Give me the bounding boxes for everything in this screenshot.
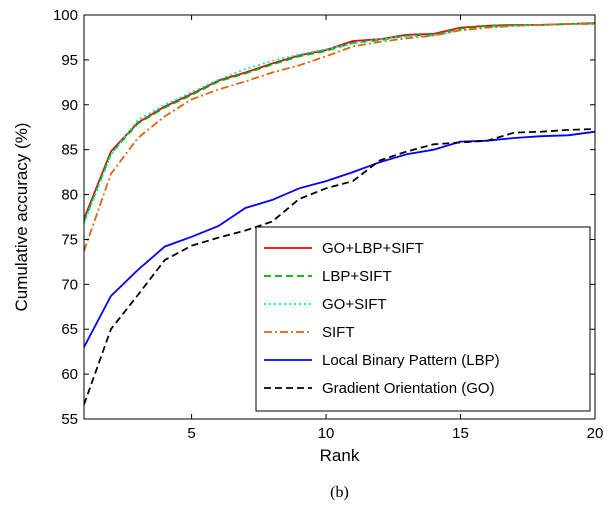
legend-label-2: LBP+SIFT	[322, 268, 392, 285]
y-axis-label: Cumulative accuracy (%)	[12, 123, 31, 312]
y-tick-label: 85	[61, 142, 78, 159]
ticks-layer: 5 10 15 20 55 60 65 70 75 80 85 90 95 100	[53, 7, 603, 442]
plot-frame	[83, 14, 596, 420]
figure-caption: (b)	[330, 484, 349, 501]
legend-label-3: GO+SIFT	[322, 296, 387, 313]
y-tick-label: 90	[61, 97, 78, 114]
legend-label-6: Gradient Orientation (GO)	[322, 380, 495, 397]
series-line-1	[83, 22, 596, 220]
legend-box	[255, 226, 591, 412]
y-tick-label: 95	[61, 52, 78, 69]
y-tick-label: 60	[61, 366, 78, 383]
y-tick-label: 55	[61, 411, 78, 428]
x-tick-label: 10	[318, 425, 335, 442]
y-tick-label: 100	[53, 7, 78, 24]
y-tick-label: 80	[61, 187, 78, 204]
y-tick-label: 65	[61, 321, 78, 338]
legend-label-4: SIFT	[322, 324, 355, 341]
legend-label-5: Local Binary Pattern (LBP)	[322, 352, 500, 369]
y-tick-label: 75	[61, 231, 78, 248]
x-tick-label: 5	[187, 425, 195, 442]
x-axis-label: Rank	[320, 446, 360, 465]
series-layer	[83, 22, 596, 405]
series-line-3	[83, 23, 595, 224]
legend: GO+LBP+SIFT LBP+SIFT GO+SIFT SIFT Local Bina…	[255, 226, 591, 412]
x-tick-label: 15	[452, 425, 469, 442]
y-tick-label: 70	[61, 276, 78, 293]
legend-label-1: GO+LBP+SIFT	[322, 240, 424, 257]
series-line-4	[83, 23, 595, 252]
x-tick-label: 20	[587, 425, 604, 442]
series-line-6	[83, 128, 596, 405]
series-line-5	[83, 130, 596, 348]
series-line-2	[83, 22, 596, 222]
